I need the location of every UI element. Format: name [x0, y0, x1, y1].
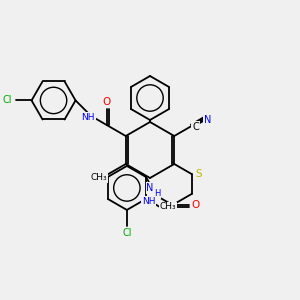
- Text: S: S: [195, 169, 202, 179]
- Text: Cl: Cl: [122, 228, 132, 238]
- Text: Cl: Cl: [3, 95, 12, 105]
- Text: H: H: [154, 190, 160, 199]
- Text: NH: NH: [142, 196, 156, 206]
- Text: N: N: [204, 115, 212, 125]
- Text: CH₃: CH₃: [160, 202, 176, 211]
- Text: N: N: [146, 183, 154, 193]
- Text: O: O: [103, 97, 111, 107]
- Text: NH: NH: [81, 112, 95, 122]
- Text: C: C: [192, 122, 199, 132]
- Text: O: O: [191, 200, 200, 210]
- Text: CH₃: CH₃: [90, 173, 107, 182]
